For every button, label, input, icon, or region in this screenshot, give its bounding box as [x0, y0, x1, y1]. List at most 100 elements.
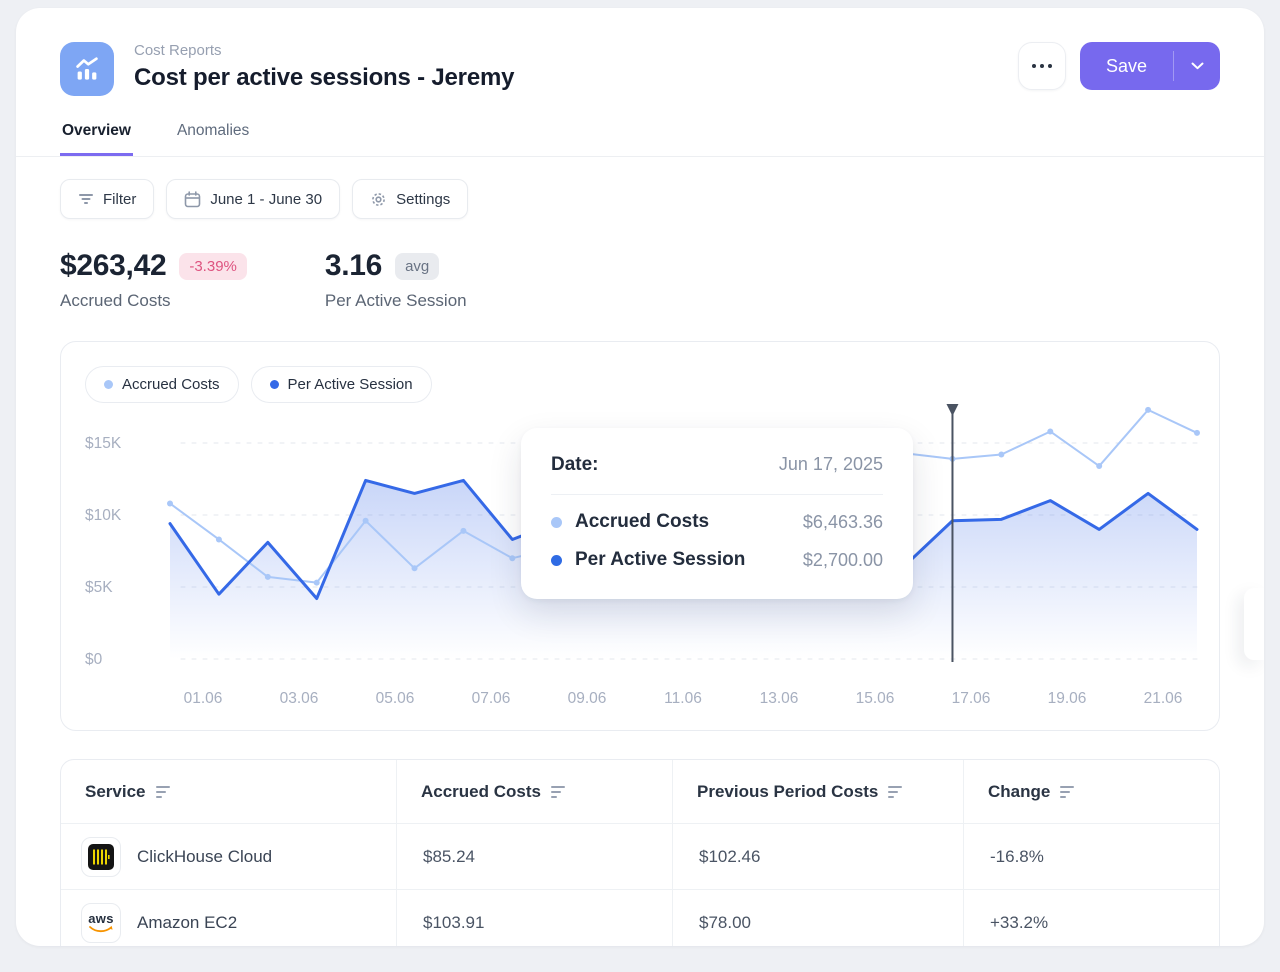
series-dot — [551, 516, 562, 528]
kpi-value: 3.16 — [324, 249, 383, 282]
chart-tooltip: Date: Jun 17, 2025 Accrued Costs $6,463.… — [521, 428, 913, 599]
save-divider — [1173, 51, 1174, 81]
column-label: Change — [988, 781, 1051, 801]
table-header-row: Service Accrued Costs Previous Period Co… — [61, 760, 1219, 824]
filter-toolbar: Filter June 1 - June 30 Settings — [60, 179, 1220, 219]
tooltip-series-name: Per Active Session — [575, 549, 746, 570]
tab-bar: Overview Anomalies — [60, 122, 1220, 156]
filter-button[interactable]: Filter — [60, 179, 155, 219]
save-dropdown-button[interactable] — [1174, 42, 1220, 90]
ellipsis-icon — [1031, 64, 1052, 68]
column-label: Previous Period Costs — [697, 781, 879, 801]
report-header: Cost Reports Cost per active sessions - … — [60, 8, 1220, 96]
settings-label: Settings — [396, 190, 451, 208]
legend-accrued-costs[interactable]: Accrued Costs — [85, 366, 239, 403]
svg-text:13.06: 13.06 — [760, 690, 799, 707]
tooltip-series-value: $6,463.36 — [802, 511, 883, 532]
chevron-down-icon — [1191, 62, 1203, 70]
tooltip-date-value: Jun 17, 2025 — [778, 454, 883, 474]
page-title: Cost per active sessions - Jeremy — [134, 64, 515, 91]
kpi-change-badge: -3.39% — [179, 252, 247, 280]
kpi-per-active-session: 3.16 avg Per Active Session — [325, 249, 467, 311]
tooltip-date-label: Date: — [551, 454, 599, 475]
tooltip-series-value: $2,700.00 — [802, 549, 883, 570]
change-cell: +33.2% — [990, 912, 1049, 932]
svg-text:$5K: $5K — [85, 579, 113, 596]
tooltip-divider — [551, 494, 883, 495]
previous-period-costs-cell: $78.00 — [673, 890, 964, 946]
service-name: Amazon EC2 — [137, 912, 238, 932]
services-table: Service Accrued Costs Previous Period Co… — [60, 759, 1220, 946]
sort-icon — [888, 785, 903, 798]
chart-legend: Accrued Costs Per Active Session — [85, 366, 432, 403]
svg-text:$15K: $15K — [85, 435, 122, 452]
tab-anomalies[interactable]: Anomalies — [176, 122, 250, 139]
column-header[interactable]: Accrued Costs — [397, 760, 673, 823]
service-icon: aws — [81, 902, 121, 943]
previous-period-costs-cell: $102.46 — [673, 824, 964, 889]
tab-overview[interactable]: Overview — [60, 122, 133, 156]
table-row[interactable]: aws Amazon EC2 $103.91 $78.00 +33.2% — [61, 890, 1219, 946]
kpi-value: $263,42 — [60, 249, 167, 282]
save-button[interactable]: Save — [1105, 55, 1147, 76]
kpi-accrued-costs: $263,42 -3.39% Accrued Costs — [60, 249, 247, 311]
side-peek-panel[interactable] — [1244, 588, 1264, 660]
more-button[interactable] — [1017, 42, 1066, 90]
column-label: Service — [85, 781, 146, 801]
report-window: Cost Reports Cost per active sessions - … — [16, 8, 1264, 946]
svg-text:21.06: 21.06 — [1144, 690, 1183, 707]
calendar-icon — [185, 190, 201, 207]
date-range-label: June 1 - June 30 — [210, 190, 323, 208]
svg-text:19.06: 19.06 — [1048, 690, 1087, 707]
column-label: Accrued Costs — [421, 781, 541, 801]
legend-label: Accrued Costs — [122, 376, 220, 393]
kpi-label: Accrued Costs — [60, 291, 171, 310]
service-name: ClickHouse Cloud — [137, 846, 273, 866]
svg-text:05.06: 05.06 — [376, 690, 415, 707]
change-cell: -16.8% — [990, 846, 1044, 866]
kpi-avg-badge: avg — [395, 252, 440, 280]
cost-chart-card[interactable]: Accrued Costs Per Active Session $0 $5K $1… — [60, 341, 1220, 731]
column-header[interactable]: Previous Period Costs — [673, 760, 964, 823]
aws-logo: aws — [88, 912, 114, 934]
tooltip-row-accrued: Accrued Costs $6,463.36 — [551, 511, 883, 533]
svg-text:15.06: 15.06 — [856, 690, 895, 707]
gear-icon — [372, 192, 385, 206]
svg-text:09.06: 09.06 — [568, 690, 607, 707]
legend-dot — [269, 380, 279, 389]
sort-icon — [550, 785, 565, 798]
table-body: ClickHouse Cloud $85.24 $102.46 -16.8% a… — [61, 824, 1219, 946]
legend-per-active-session[interactable]: Per Active Session — [250, 366, 432, 403]
report-chart-icon — [60, 42, 114, 96]
column-header[interactable]: Service — [61, 760, 397, 823]
tabs-divider — [16, 156, 1264, 157]
tooltip-row-session: Per Active Session $2,700.00 — [551, 549, 883, 571]
svg-text:11.06: 11.06 — [664, 690, 702, 707]
accrued-costs-cell: $85.24 — [397, 824, 673, 889]
svg-text:$0: $0 — [85, 651, 103, 668]
series-dot — [551, 554, 562, 566]
legend-label: Per Active Session — [287, 376, 413, 393]
service-icon — [81, 836, 121, 877]
svg-text:17.06: 17.06 — [952, 690, 991, 707]
sort-icon — [155, 785, 170, 798]
svg-text:01.06: 01.06 — [184, 690, 223, 707]
svg-text:$10K: $10K — [85, 507, 122, 524]
sort-icon — [1060, 785, 1075, 798]
legend-dot — [104, 380, 113, 389]
kpi-row: $263,42 -3.39% Accrued Costs 3.16 avg Pe… — [60, 249, 1220, 311]
accrued-costs-cell: $103.91 — [397, 890, 673, 946]
filter-label: Filter — [103, 190, 137, 208]
breadcrumb: Cost Reports — [134, 42, 222, 59]
column-header[interactable]: Change — [964, 760, 1219, 823]
date-range-button[interactable]: June 1 - June 30 — [166, 179, 341, 219]
svg-text:03.06: 03.06 — [280, 690, 319, 707]
clickhouse-logo — [88, 843, 114, 870]
kpi-label: Per Active Session — [324, 291, 467, 310]
table-row[interactable]: ClickHouse Cloud $85.24 $102.46 -16.8% — [61, 824, 1219, 890]
save-split-button: Save — [1079, 42, 1220, 90]
svg-text:07.06: 07.06 — [472, 690, 511, 707]
filter-icon — [79, 194, 93, 204]
settings-button[interactable]: Settings — [352, 179, 469, 219]
tooltip-series-name: Accrued Costs — [575, 511, 710, 532]
